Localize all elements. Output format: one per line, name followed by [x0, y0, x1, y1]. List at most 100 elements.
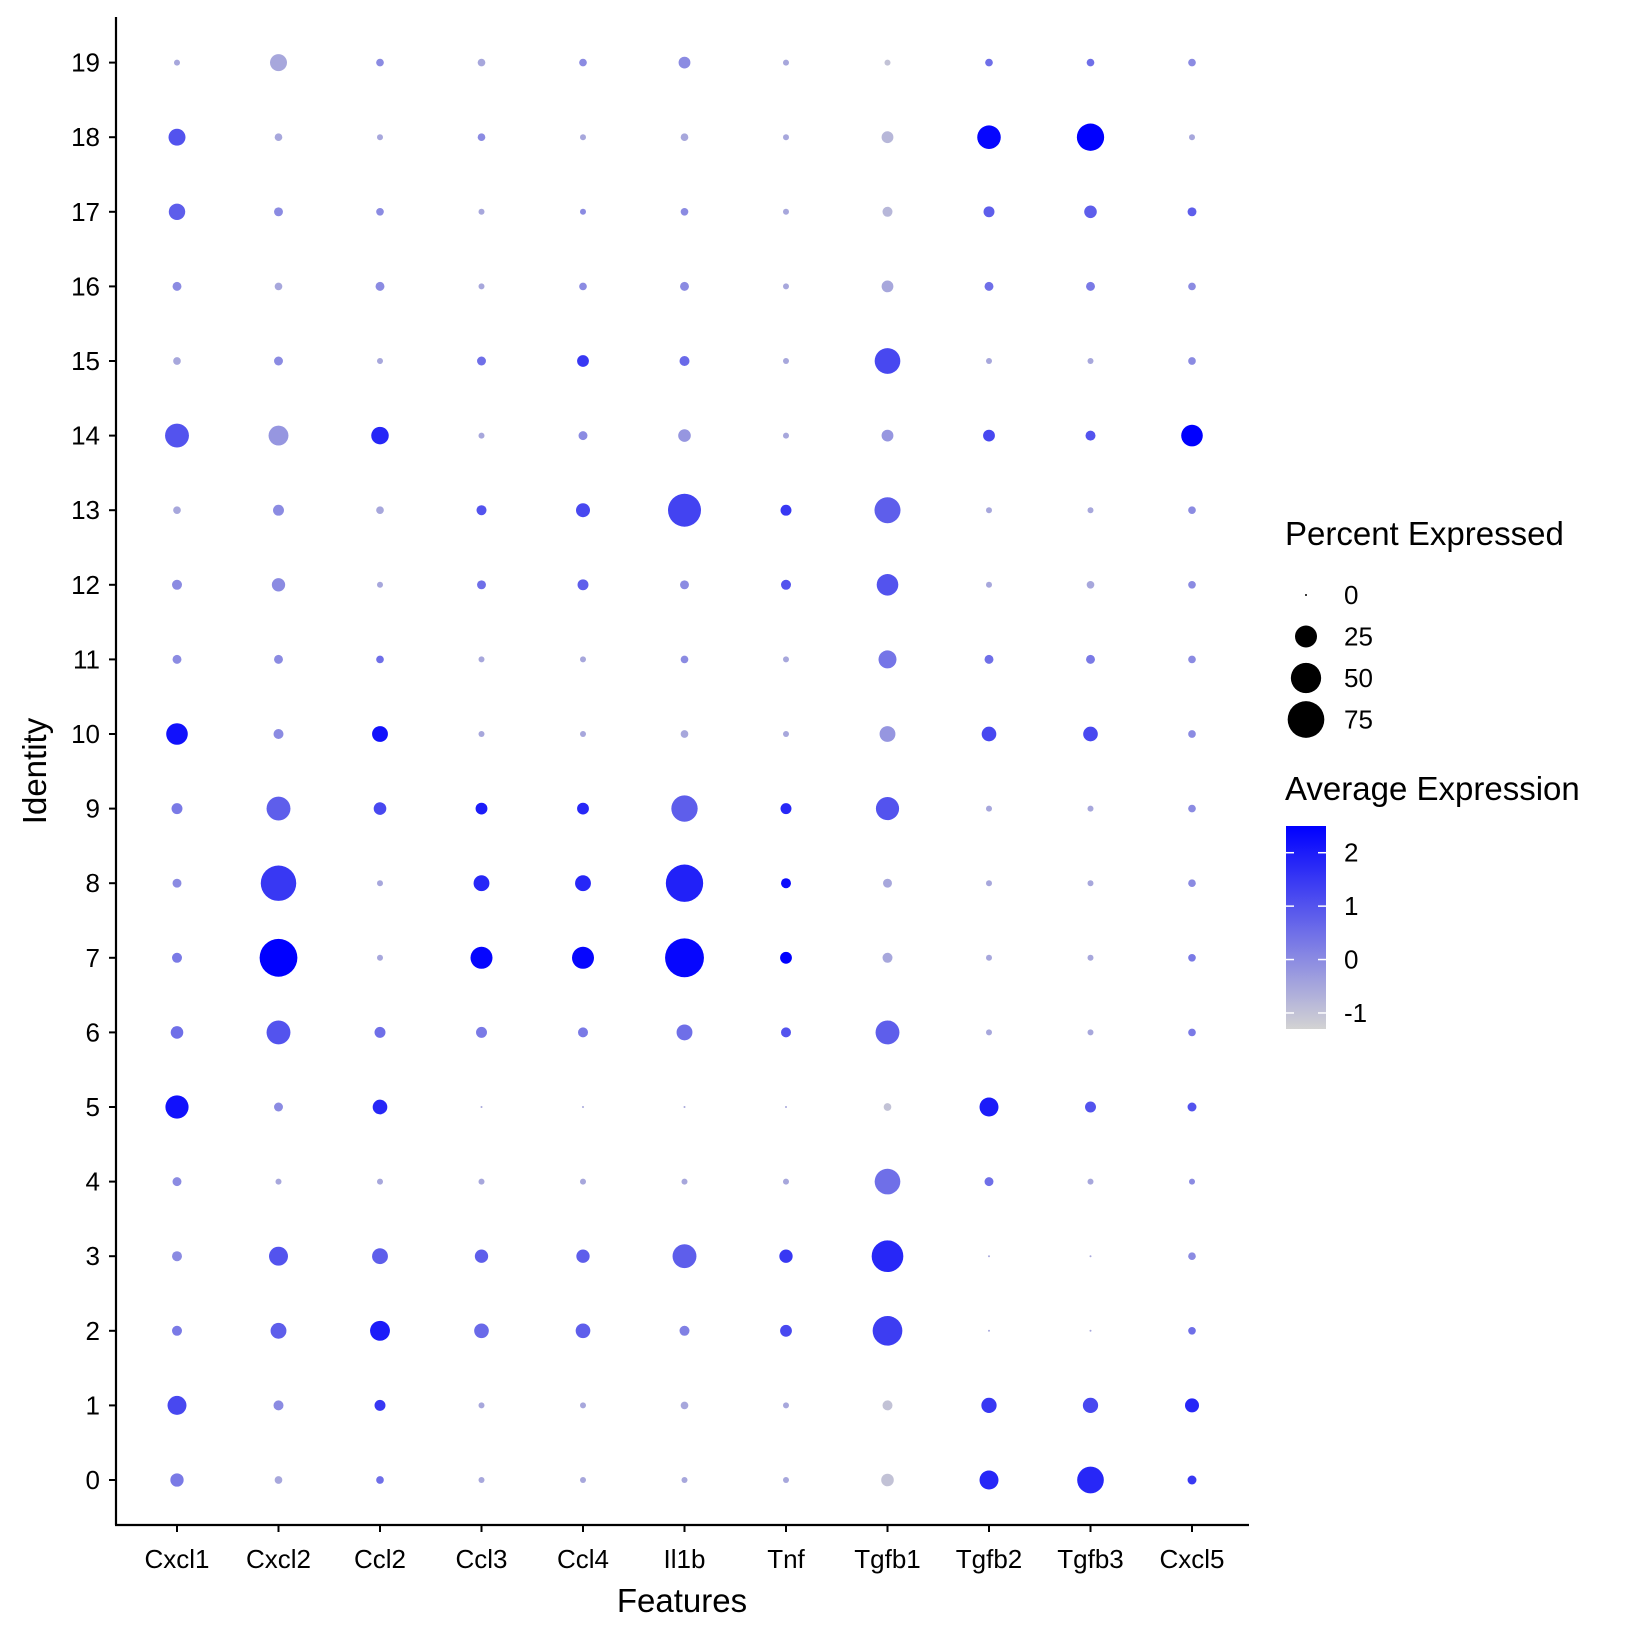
dot-ccl4-identity-16	[579, 282, 587, 291]
dot-cxcl2-identity-14	[268, 425, 289, 446]
dot-tnf-identity-14	[783, 432, 789, 439]
y-tick-label: 3	[86, 1241, 100, 1271]
color-legend-label: 1	[1344, 891, 1358, 921]
dot-il1b-identity-0	[681, 1477, 688, 1483]
dot-cxcl2-identity-0	[274, 1476, 283, 1484]
dot-ccl3-identity-3	[474, 1249, 489, 1263]
dot-il1b-identity-14	[678, 429, 691, 442]
dot-ccl2-identity-16	[375, 281, 385, 291]
dot-ccl2-identity-12	[377, 581, 383, 588]
y-tick-label: 16	[71, 271, 100, 301]
dot-cxcl2-identity-19	[270, 54, 287, 72]
color-legend-gradient-bar	[1286, 826, 1326, 1029]
dot-cxcl2-identity-18	[274, 133, 283, 142]
dot-ccl4-identity-8	[575, 875, 591, 892]
dot-tnf-identity-19	[783, 59, 789, 66]
x-tick-label: Ccl4	[557, 1544, 609, 1574]
dot-il1b-identity-18	[680, 133, 689, 142]
dot-ccl3-identity-10	[478, 731, 485, 737]
size-legend-label: 50	[1344, 663, 1373, 693]
dot-tgfb2-identity-2	[988, 1329, 990, 1332]
size-legend-label: 75	[1344, 705, 1373, 735]
dot-ccl2-identity-3	[372, 1248, 388, 1265]
color-legend-label: -1	[1344, 998, 1367, 1028]
dot-tgfb1-identity-7	[882, 952, 893, 963]
dot-il1b-identity-1	[680, 1401, 689, 1410]
dot-cxcl2-identity-2	[270, 1322, 287, 1339]
dot-cxcl2-identity-15	[274, 356, 283, 366]
size-legend: Percent Expressed 0 25 50 75	[1285, 515, 1564, 738]
dot-ccl3-identity-2	[474, 1323, 489, 1339]
dot-il1b-identity-4	[681, 1178, 688, 1185]
dot-cxcl5-identity-4	[1189, 1178, 1195, 1185]
x-tick-label: Tgfb3	[1057, 1544, 1124, 1574]
dot-cxcl1-identity-19	[174, 59, 180, 66]
dot-ccl4-identity-3	[576, 1249, 590, 1263]
dot-tgfb3-identity-3	[1089, 1255, 1092, 1258]
dot-tgfb3-identity-0	[1077, 1466, 1104, 1494]
y-tick-label: 7	[86, 943, 100, 973]
dot-tgfb2-identity-4	[984, 1177, 994, 1187]
y-tick-label: 4	[86, 1167, 100, 1197]
dot-tnf-identity-5	[785, 1106, 787, 1108]
dot-cxcl5-identity-19	[1188, 58, 1196, 67]
dot-ccl4-identity-11	[580, 656, 586, 663]
dot-il1b-identity-10	[680, 730, 689, 738]
dot-tgfb2-identity-8	[986, 880, 992, 887]
size-legend-dot	[1305, 594, 1307, 596]
dot-tgfb1-identity-19	[884, 59, 891, 66]
dot-tnf-identity-6	[781, 1027, 791, 1038]
dot-cxcl1-identity-5	[165, 1095, 189, 1119]
dot-cxcl2-identity-10	[273, 729, 284, 739]
dot-tgfb2-identity-5	[979, 1097, 999, 1117]
dot-cxcl5-identity-6	[1188, 1028, 1196, 1037]
dot-ccl4-identity-19	[579, 58, 587, 67]
dot-cxcl2-identity-13	[273, 504, 284, 516]
x-tick-label: Cxcl5	[1159, 1544, 1224, 1574]
y-axis-title: Identity	[16, 717, 53, 824]
dot-ccl4-identity-18	[580, 134, 586, 141]
dot-ccl3-identity-5	[480, 1106, 483, 1108]
x-tick-label: Cxcl2	[246, 1544, 311, 1574]
dot-tgfb1-identity-18	[881, 131, 894, 144]
dot-tgfb3-identity-1	[1082, 1397, 1099, 1414]
y-tick-label: 14	[71, 421, 100, 451]
dot-cxcl1-identity-13	[173, 506, 181, 515]
dot-cxcl2-identity-7	[259, 938, 298, 977]
y-tick-label: 8	[86, 868, 100, 898]
dot-tgfb2-identity-19	[985, 58, 993, 67]
dot-cxcl5-identity-5	[1187, 1102, 1197, 1112]
dot-cxcl1-identity-1	[167, 1395, 187, 1415]
dot-ccl3-identity-8	[473, 875, 490, 892]
color-legend-title: Average Expression	[1285, 770, 1580, 807]
y-tick-label: 19	[71, 48, 100, 78]
dot-tgfb2-identity-0	[979, 1470, 999, 1490]
dot-cxcl5-identity-17	[1187, 207, 1197, 217]
y-tick-label: 11	[73, 644, 100, 674]
dot-cxcl5-identity-16	[1188, 282, 1196, 291]
dot-tgfb3-identity-4	[1087, 1178, 1094, 1185]
x-axis-ticks: Cxcl1 Cxcl2 Ccl2 Ccl3 Ccl4 Il1b Tnf Tgfb1 Tgfb2 T…	[144, 1525, 1225, 1574]
dot-tgfb2-identity-3	[988, 1255, 990, 1258]
y-tick-label: 15	[71, 346, 100, 376]
dot-tgfb3-identity-2	[1089, 1329, 1092, 1332]
dot-cxcl2-identity-9	[266, 796, 291, 821]
dot-ccl4-identity-15	[577, 355, 589, 367]
dot-ccl2-identity-0	[376, 1476, 384, 1484]
x-tick-label: Tgfb2	[956, 1544, 1023, 1574]
dot-ccl4-identity-10	[580, 731, 586, 737]
dot-tgfb3-identity-9	[1087, 805, 1094, 812]
dot-tgfb3-identity-12	[1086, 580, 1095, 589]
dot-il1b-identity-8	[665, 864, 704, 902]
dot-cxcl1-identity-15	[173, 357, 181, 365]
dot-tgfb3-identity-15	[1087, 358, 1094, 364]
dot-tgfb3-identity-10	[1083, 726, 1098, 742]
color-legend: Average Expression 2 1 0 -1	[1285, 770, 1580, 1029]
size-legend-dot	[1290, 662, 1322, 694]
dot-tnf-identity-15	[783, 358, 789, 364]
dot-ccl3-identity-15	[477, 356, 486, 366]
dot-ccl3-identity-0	[478, 1477, 485, 1483]
size-legend-label: 25	[1344, 622, 1373, 652]
dot-tgfb3-identity-18	[1076, 123, 1105, 151]
dot-il1b-identity-16	[680, 281, 689, 291]
